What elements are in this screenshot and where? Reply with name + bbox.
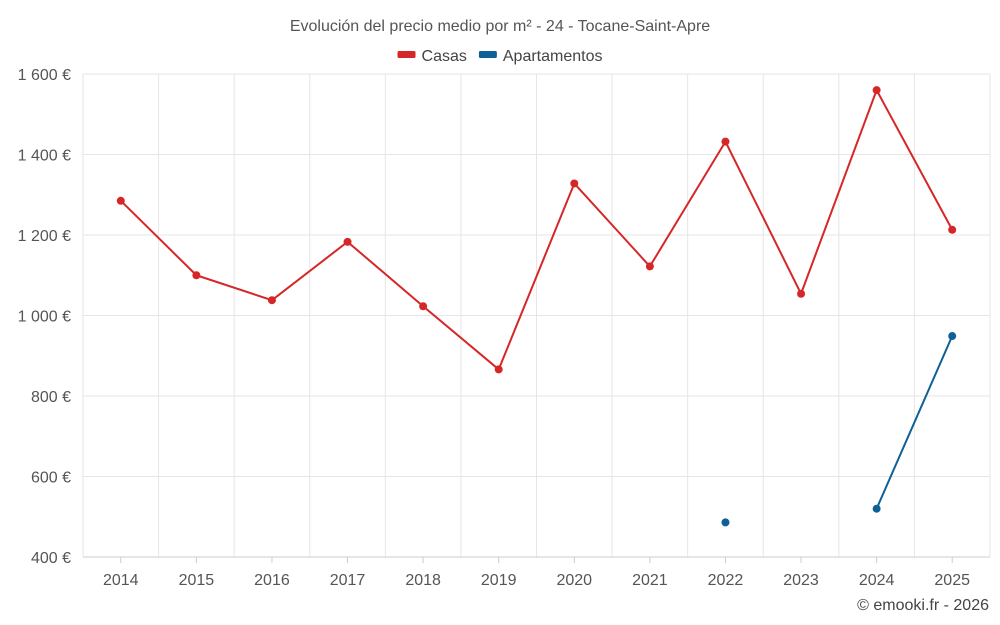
legend: Casas Apartamentos bbox=[397, 48, 603, 65]
x-tick-label: 2014 bbox=[103, 572, 139, 589]
legend-swatch-casas[interactable] bbox=[397, 51, 416, 58]
series-casas bbox=[116, 86, 957, 374]
y-axis: 400 € 600 € 800 € 1 000 € 1 200 € 1 400 € 1 60… bbox=[18, 67, 71, 567]
x-tick-label: 2015 bbox=[179, 572, 215, 589]
data-point-casas-2018[interactable] bbox=[419, 302, 428, 311]
data-point-casas-2017[interactable] bbox=[343, 237, 352, 246]
x-tick-label: 2025 bbox=[934, 572, 970, 589]
y-tick-label: 800 € bbox=[31, 389, 71, 406]
data-point-casas-2016[interactable] bbox=[267, 296, 276, 305]
series-line-segment-casas bbox=[875, 89, 954, 231]
data-point-apartamentos-2024[interactable] bbox=[872, 504, 881, 513]
x-tick-label: 2017 bbox=[330, 572, 366, 589]
x-tick-label: 2023 bbox=[783, 572, 819, 589]
data-point-casas-2025[interactable] bbox=[948, 225, 957, 234]
data-point-casas-2015[interactable] bbox=[192, 271, 201, 280]
series-line-segment-casas bbox=[800, 89, 878, 295]
y-tick-label: 1 400 € bbox=[18, 148, 71, 165]
series-line-segment-casas bbox=[195, 274, 273, 302]
legend-swatch-apartamentos[interactable] bbox=[478, 51, 497, 58]
y-tick-label: 600 € bbox=[31, 470, 71, 487]
series-line-segment-casas bbox=[119, 199, 198, 277]
y-tick-label: 1 600 € bbox=[18, 67, 71, 84]
data-point-casas-2024[interactable] bbox=[872, 86, 881, 95]
data-point-casas-2014[interactable] bbox=[116, 196, 125, 205]
credit-text: © emooki.fr - 2026 bbox=[857, 597, 989, 614]
series-line-segment-apartamentos bbox=[875, 335, 954, 510]
series-line-segment-casas bbox=[648, 140, 727, 268]
x-axis: 2014 2015 2016 2017 2018 2019 2020 2021 2022 2023… bbox=[103, 557, 970, 589]
x-tick-label: 2019 bbox=[481, 572, 517, 589]
series-line-segment-casas bbox=[573, 182, 651, 268]
series-line-segment-casas bbox=[346, 240, 425, 308]
series-apartamentos bbox=[721, 332, 957, 527]
series-line-segment-casas bbox=[724, 140, 803, 295]
y-tick-label: 1 200 € bbox=[18, 228, 71, 245]
x-tick-label: 2020 bbox=[556, 572, 592, 589]
x-tick-label: 2016 bbox=[254, 572, 290, 589]
legend-label-apartamentos[interactable]: Apartamentos bbox=[503, 48, 603, 65]
data-point-casas-2022[interactable] bbox=[721, 137, 730, 146]
series-line-segment-casas bbox=[270, 240, 349, 302]
chart-title: Evolución del precio medio por m² - 24 -… bbox=[290, 18, 710, 35]
data-point-casas-2021[interactable] bbox=[645, 262, 654, 271]
y-tick-label: 1 000 € bbox=[18, 309, 71, 326]
gridlines bbox=[82, 73, 991, 558]
legend-label-casas[interactable]: Casas bbox=[422, 48, 467, 65]
x-tick-label: 2024 bbox=[859, 572, 895, 589]
x-tick-label: 2021 bbox=[632, 572, 668, 589]
series-line-segment-casas bbox=[422, 305, 500, 371]
data-point-apartamentos-2025[interactable] bbox=[948, 332, 957, 341]
x-tick-label: 2022 bbox=[708, 572, 744, 589]
x-tick-label: 2018 bbox=[405, 572, 441, 589]
data-point-casas-2023[interactable] bbox=[797, 289, 806, 298]
data-point-apartamentos-2022[interactable] bbox=[721, 518, 730, 527]
data-point-casas-2019[interactable] bbox=[494, 365, 503, 374]
y-tick-label: 400 € bbox=[31, 550, 71, 567]
series-group bbox=[116, 86, 957, 527]
series-line-segment-casas bbox=[497, 182, 576, 371]
data-point-casas-2020[interactable] bbox=[570, 179, 579, 188]
